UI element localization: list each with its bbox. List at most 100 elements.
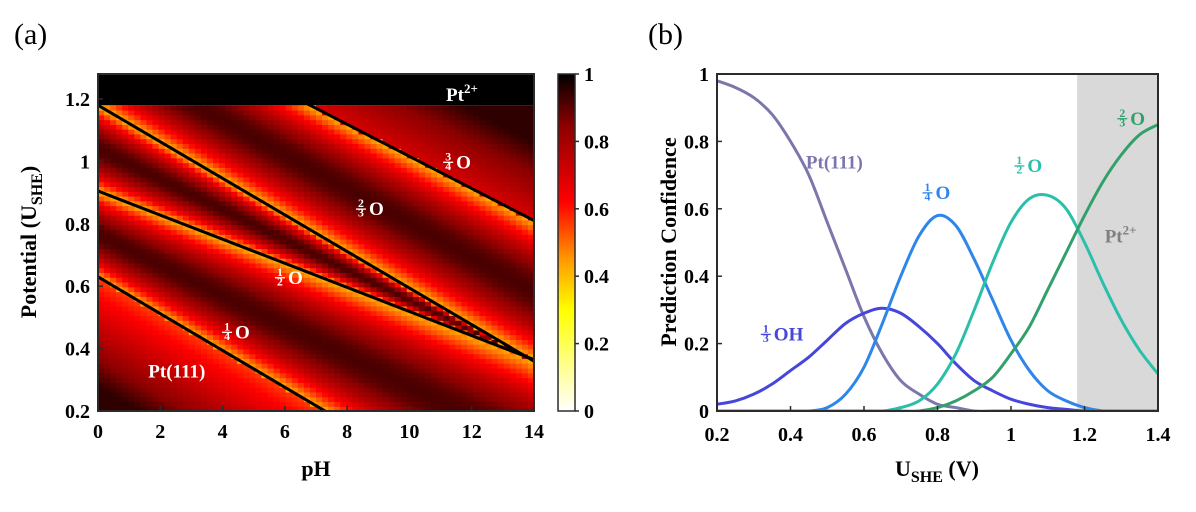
heatmap-cell bbox=[334, 315, 341, 321]
heatmap-cell bbox=[352, 210, 359, 216]
heatmap-cell bbox=[98, 224, 105, 231]
heatmap-cell bbox=[455, 324, 462, 331]
heatmap-cell bbox=[303, 262, 311, 269]
heatmap-cell bbox=[485, 133, 493, 140]
heatmap-cell bbox=[98, 205, 105, 211]
heatmap-cell bbox=[225, 301, 232, 307]
heatmap-cell bbox=[122, 205, 129, 211]
heatmap-cell bbox=[406, 219, 414, 226]
heatmap-cell bbox=[158, 253, 166, 259]
heatmap-cell bbox=[231, 281, 238, 288]
heatmap-cell bbox=[182, 162, 190, 168]
heatmap-cell bbox=[473, 248, 481, 254]
heatmap-cell bbox=[388, 105, 396, 111]
heatmap-cell bbox=[376, 286, 384, 293]
heatmap-cell bbox=[200, 353, 208, 360]
heatmap-cell bbox=[322, 138, 329, 145]
heatmap-cell bbox=[249, 186, 257, 192]
heatmap-cell bbox=[267, 258, 275, 264]
heatmap-cell bbox=[352, 363, 359, 369]
heatmap-cell bbox=[188, 129, 196, 135]
heatmap-cell bbox=[461, 172, 468, 178]
heatmap-cell bbox=[303, 406, 311, 411]
heatmap-cell bbox=[255, 133, 263, 140]
heatmap-cell bbox=[461, 109, 468, 116]
heatmap-cell bbox=[431, 200, 438, 207]
heatmap-cell bbox=[261, 157, 269, 164]
heatmap-cell bbox=[146, 377, 154, 383]
heatmap-cell bbox=[400, 348, 408, 355]
heatmap-cell bbox=[449, 258, 456, 264]
heatmap-cell bbox=[104, 277, 111, 283]
heatmap-cell bbox=[213, 272, 220, 278]
heatmap-cell bbox=[473, 119, 481, 125]
heatmap-cell bbox=[485, 353, 493, 360]
heatmap-cell bbox=[194, 181, 202, 188]
heatmap-cell bbox=[188, 253, 196, 259]
heatmap-cell bbox=[297, 329, 305, 336]
heatmap-cell bbox=[237, 353, 244, 360]
heatmap-cell bbox=[200, 143, 208, 149]
heatmap-cell bbox=[116, 382, 123, 388]
heatmap-cell bbox=[279, 172, 287, 178]
x-tick-label-b: 0.8 bbox=[925, 424, 950, 446]
heatmap-cell bbox=[309, 296, 317, 302]
heatmap-cell bbox=[497, 172, 505, 178]
heatmap-cell bbox=[388, 114, 396, 121]
heatmap-cell bbox=[449, 124, 456, 130]
heatmap-cell bbox=[455, 105, 462, 111]
heatmap-cell bbox=[503, 391, 511, 398]
heatmap-cell bbox=[491, 219, 499, 226]
heatmap-cell bbox=[521, 377, 529, 383]
heatmap-cell bbox=[437, 148, 444, 154]
heatmap-cell bbox=[479, 238, 487, 245]
heatmap-cell bbox=[188, 138, 196, 145]
heatmap-cell bbox=[104, 133, 111, 140]
heatmap-cell bbox=[134, 238, 141, 245]
heatmap-cell bbox=[213, 219, 220, 226]
heatmap-cell bbox=[219, 253, 226, 259]
heatmap-cell bbox=[467, 143, 475, 149]
heatmap-cell bbox=[509, 143, 517, 149]
heatmap-cell bbox=[346, 339, 353, 345]
heatmap-cell bbox=[98, 315, 105, 321]
heatmap-cell bbox=[449, 219, 456, 226]
heatmap-cell bbox=[340, 353, 347, 360]
heatmap-cell bbox=[98, 215, 105, 221]
heatmap-cell bbox=[431, 172, 438, 178]
heatmap-cell bbox=[376, 224, 384, 231]
heatmap-cell bbox=[467, 301, 475, 307]
heatmap-cell bbox=[170, 200, 178, 207]
heatmap-cell bbox=[322, 291, 329, 297]
heatmap-cell bbox=[164, 138, 172, 145]
heatmap-cell bbox=[497, 353, 505, 360]
heatmap-cell bbox=[437, 262, 444, 269]
heatmap-cell bbox=[364, 406, 372, 411]
heatmap-cell bbox=[231, 396, 238, 403]
heatmap-cell bbox=[255, 382, 263, 388]
heatmap-cell bbox=[231, 119, 238, 125]
heatmap-cell bbox=[316, 353, 323, 360]
heatmap-cell bbox=[334, 324, 341, 331]
heatmap-cell bbox=[358, 119, 366, 125]
heatmap-cell bbox=[170, 396, 178, 403]
heatmap-cell bbox=[273, 367, 281, 374]
heatmap-cell bbox=[316, 195, 323, 202]
heatmap-cell bbox=[249, 253, 257, 259]
heatmap-cell bbox=[515, 181, 523, 188]
heatmap-cell bbox=[394, 162, 402, 168]
heatmap-cell bbox=[200, 243, 208, 250]
series-label-4-num: 2 bbox=[1119, 107, 1125, 120]
heatmap-cell bbox=[394, 224, 402, 231]
heatmap-cell bbox=[291, 238, 299, 245]
heatmap-cell bbox=[255, 205, 263, 211]
heatmap-cell bbox=[273, 348, 281, 355]
phase-boundary-line bbox=[246, 74, 534, 222]
heatmap-cell bbox=[503, 291, 511, 297]
heatmap-cell bbox=[473, 215, 481, 221]
heatmap-cell bbox=[207, 133, 214, 140]
heatmap-cell bbox=[200, 291, 208, 297]
heatmap-cell bbox=[497, 133, 505, 140]
heatmap-cell bbox=[243, 148, 250, 154]
heatmap-cell bbox=[370, 238, 378, 245]
